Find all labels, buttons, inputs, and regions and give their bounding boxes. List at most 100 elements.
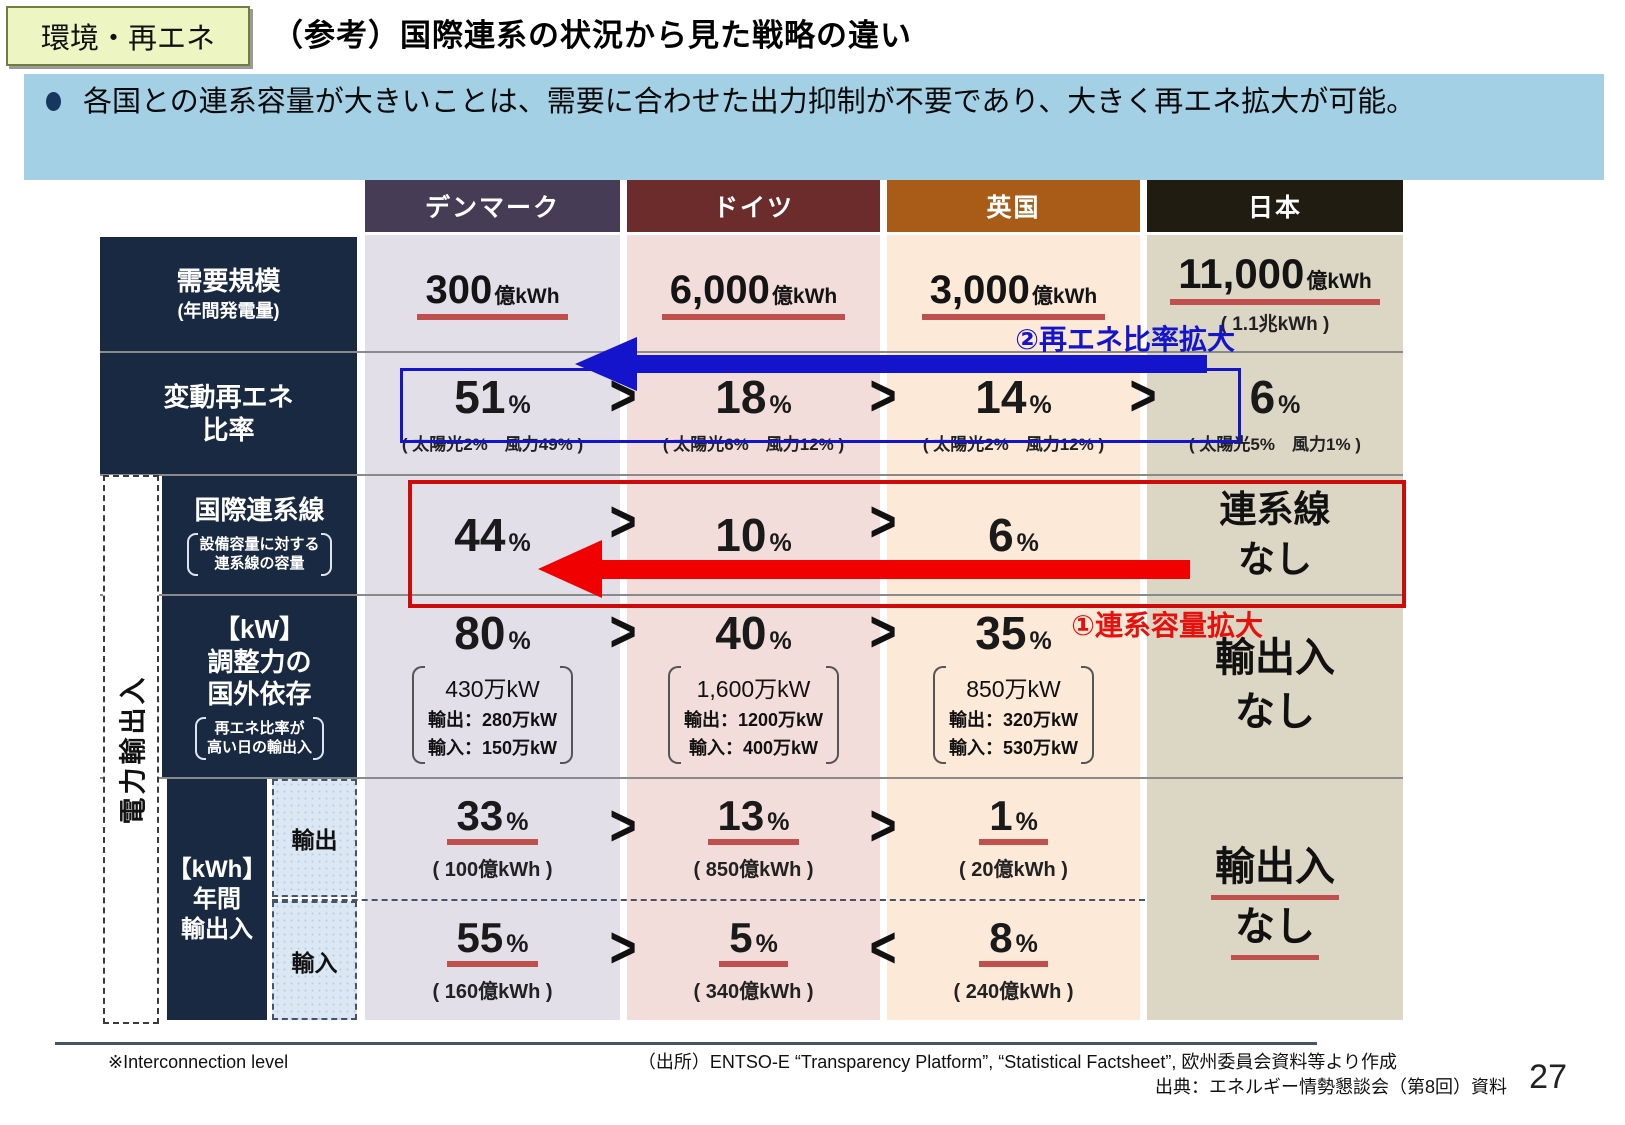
interconnector-cell-uk: 6%	[887, 476, 1140, 594]
demand-value: 6,000	[669, 267, 770, 312]
row-label-kwh: 【kWh】 年間 輸出入	[167, 779, 267, 1020]
row-label-text: 輸出入	[181, 915, 253, 943]
row-label-text: 変動再エネ	[163, 382, 294, 412]
country-header-germany: ドイツ	[627, 180, 880, 232]
comparator: >	[1129, 362, 1157, 428]
row-divider-dashed	[272, 899, 1145, 901]
percent-sign: %	[769, 529, 792, 557]
page-number: 27	[1529, 1058, 1567, 1096]
percent-sign: %	[1015, 807, 1038, 836]
red-annotation-label: ①連系容量拡大	[1071, 610, 1263, 641]
kwh-export-cell-uk: 1% ( 20億kWh )	[887, 779, 1140, 897]
demand-value: 11,000	[1178, 249, 1305, 297]
percent-sign: %	[1016, 529, 1039, 557]
power-trade-bracket-label: 電力輸出入	[118, 674, 149, 825]
kw-detail-box: 430万kW 輸出：280万kW 輸入：150万kW	[411, 665, 574, 764]
kw-cell-japan: 輸出入 なし	[1147, 610, 1403, 760]
kw-capacity: 1,600万kW	[696, 675, 811, 702]
blue-arrow-shaft	[635, 355, 1207, 373]
row-label-text: 調整力の	[207, 646, 312, 677]
kwh-export-value: 1	[989, 791, 1013, 839]
comparator: <	[869, 914, 897, 980]
kwh-export-value: 13	[717, 791, 765, 839]
row-label-demand: 需要規模 (年間発電量)	[100, 237, 357, 351]
category-badge-label: 環境・再エネ	[40, 23, 215, 55]
row-label-text: 【kW】	[213, 614, 305, 645]
demand-unit: 億kWh	[1031, 284, 1098, 308]
row-label-text: 国際連系線	[194, 495, 325, 526]
row-label-text: 需要規模	[176, 265, 281, 296]
country-header-denmark: デンマーク	[365, 180, 620, 232]
country-header-label: デンマーク	[424, 194, 560, 222]
kw-export: 輸出：280万kW	[427, 709, 558, 730]
japan-no-trade-text: 輸出入	[1215, 636, 1335, 680]
comparator: >	[609, 792, 637, 858]
lead-box: 各国との連系容量が大きいことは、需要に合わせた出力抑制が不要であり、大きく再エネ…	[24, 74, 1604, 180]
percent-sign: %	[508, 390, 531, 419]
kwh-cell-japan: 輸出入 なし	[1147, 779, 1403, 1020]
kwh-import-value: 55	[456, 914, 504, 961]
demand-unit: 億kWh	[494, 284, 560, 308]
footer-divider	[55, 1042, 1317, 1045]
demand-unit: 億kWh	[1306, 269, 1372, 293]
kw-value: 40	[715, 606, 767, 659]
percent-sign: %	[1015, 930, 1038, 958]
page-title: （参考）国際連系の状況から見た戦略の違い	[272, 18, 912, 53]
demand-cell-denmark: 300億kWh	[365, 237, 620, 351]
japan-no-trade-text: なし	[1235, 690, 1315, 734]
comparison-table: デンマーク ドイツ 英国 日本 需要規模 (年間発電量) 変動再エネ 比率 国際…	[100, 180, 1406, 1024]
japan-no-trade-text: なし	[1231, 900, 1319, 960]
comparator: >	[869, 792, 897, 858]
kw-cell-germany: 40% 1,600万kW 輸出：1200万kW 輸入：400万kW	[627, 596, 880, 777]
row-label-bracket-note: 設備容量に対する 連系線の容量	[187, 532, 332, 576]
kwh-export-value: 33	[456, 791, 504, 839]
bullet-icon	[46, 92, 61, 111]
interconnector-cell-japan: 連系線 なし	[1147, 480, 1403, 590]
kwh-export-amount: ( 20億kWh )	[959, 858, 1068, 881]
kw-capacity: 430万kW	[445, 675, 540, 702]
comparator: >	[869, 488, 897, 554]
kw-value: 80	[454, 606, 506, 659]
kw-import: 輸入：400万kW	[688, 737, 819, 758]
kwh-export-cell-germany: 13% ( 850億kWh )	[627, 779, 880, 897]
kwh-import-amount: ( 160億kWh )	[432, 981, 553, 1003]
country-header-label: 日本	[1247, 194, 1302, 222]
interconnector-value: 10	[715, 509, 767, 561]
row-label-export: 輸出	[272, 779, 357, 897]
japan-no-interconnector-text: なし	[1238, 539, 1312, 580]
row-label-import: 輸入	[272, 901, 357, 1020]
country-header-label: 英国	[986, 194, 1041, 222]
demand-cell-germany: 6,000億kWh	[627, 237, 880, 351]
lead-text: 各国との連系容量が大きいことは、需要に合わせた出力抑制が不要であり、大きく再エネ…	[83, 86, 1416, 118]
kwh-import-cell-uk: 8% ( 240億kWh )	[887, 901, 1140, 1020]
demand-value: 3,000	[929, 267, 1030, 312]
percent-sign: %	[769, 626, 792, 655]
comparator: >	[869, 362, 897, 428]
kw-detail-box: 1,600万kW 輸出：1200万kW 輸入：400万kW	[667, 665, 840, 764]
kwh-import-cell-denmark: 55% ( 160億kWh )	[365, 901, 620, 1020]
row-label-interconnector: 国際連系線 設備容量に対する 連系線の容量	[162, 476, 357, 594]
blue-highlight-box	[400, 368, 1241, 443]
source-attribution: （出所）ENTSO-E “Transparency Platform”, “St…	[637, 1052, 1397, 1072]
demand-cell-japan: 11,000億kWh ( 1.1兆kWh )	[1147, 230, 1403, 358]
percent-sign: %	[1278, 390, 1301, 419]
row-label-subtext: 連系線の容量	[214, 555, 305, 573]
vre-value: 18	[715, 370, 767, 423]
percent-sign: %	[1029, 626, 1052, 655]
percent-sign: %	[767, 807, 790, 836]
comparator: >	[869, 598, 897, 664]
red-arrow-shaft	[600, 560, 1190, 579]
country-header-label: ドイツ	[712, 194, 794, 222]
power-trade-bracket: 電力輸出入	[103, 475, 159, 1024]
kwh-import-amount: ( 340億kWh )	[693, 981, 814, 1003]
demand-unit: 億kWh	[771, 284, 838, 308]
category-badge: 環境・再エネ	[6, 6, 250, 66]
vre-breakdown: ( 太陽光6% 風力12% )	[662, 434, 845, 454]
percent-sign: %	[769, 390, 792, 419]
kw-capacity: 850万kW	[966, 675, 1061, 702]
vre-cell-japan: 6% ( 太陽光5% 風力1% )	[1147, 358, 1403, 470]
kw-value: 35	[975, 606, 1027, 659]
kwh-export-cell-denmark: 33% ( 100億kWh )	[365, 779, 620, 897]
row-label-text: 比率	[202, 414, 255, 445]
